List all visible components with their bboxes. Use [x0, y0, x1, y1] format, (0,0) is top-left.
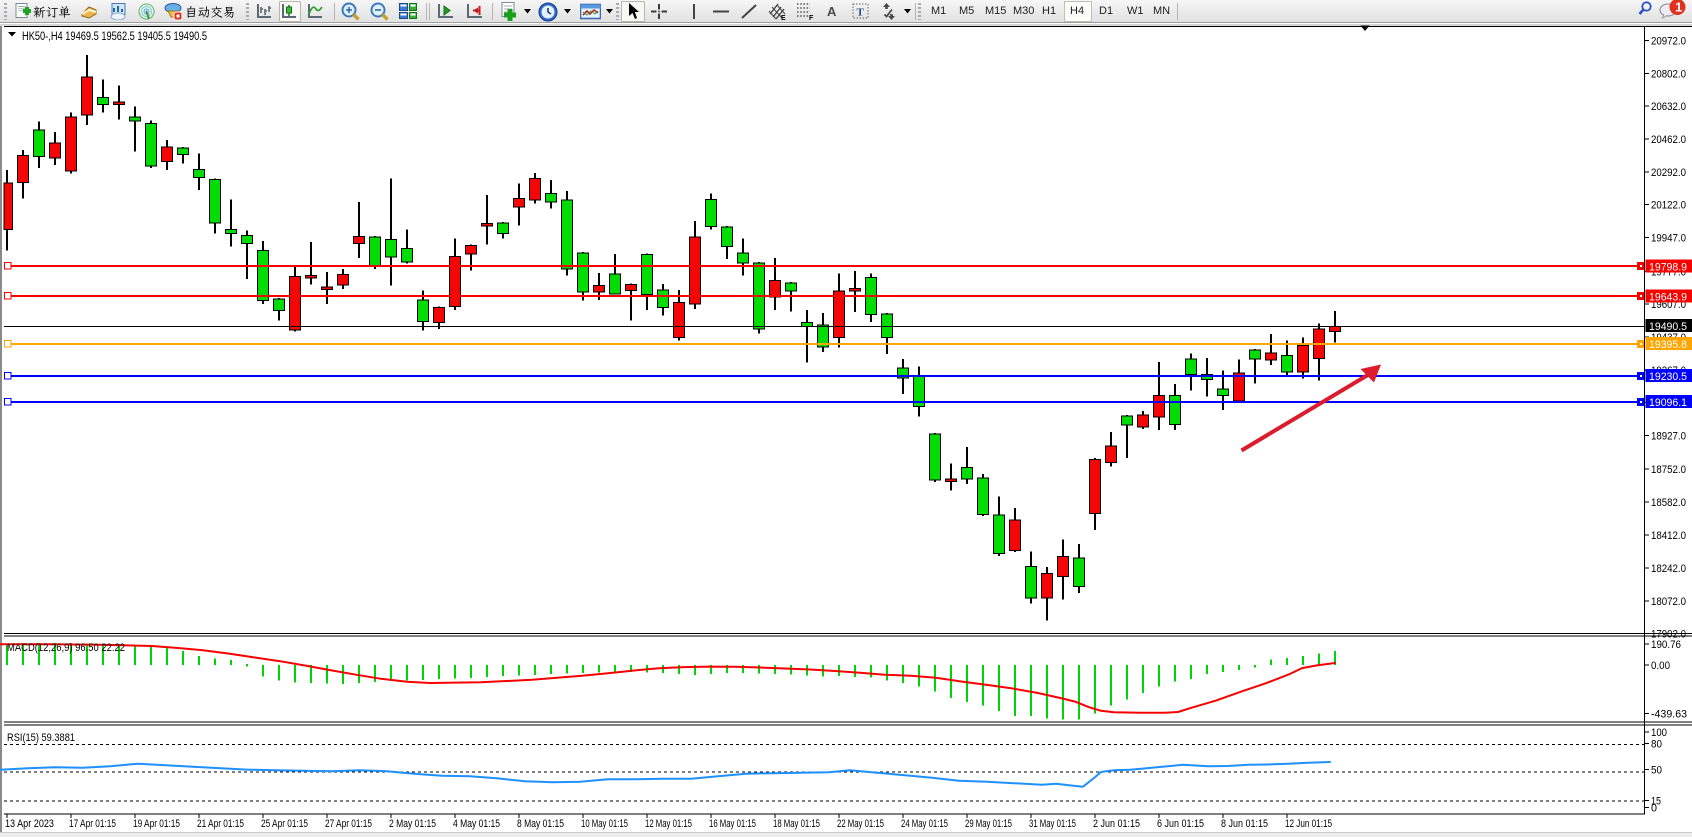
- svg-text:19798.9: 19798.9: [1649, 262, 1687, 274]
- svg-text:4 May 01:15: 4 May 01:15: [453, 818, 500, 830]
- svg-text:25 Apr 01:15: 25 Apr 01:15: [261, 818, 308, 830]
- svg-text:19395.8: 19395.8: [1649, 339, 1687, 351]
- svg-text:13 Apr 2023: 13 Apr 2023: [5, 818, 54, 830]
- svg-text:19490.5: 19490.5: [1649, 321, 1687, 333]
- svg-text:19643.9: 19643.9: [1649, 292, 1687, 304]
- svg-text:29 May 01:15: 29 May 01:15: [965, 818, 1012, 830]
- svg-text:24 May 01:15: 24 May 01:15: [901, 818, 948, 830]
- svg-text:18 May 01:15: 18 May 01:15: [773, 818, 820, 830]
- svg-text:1: 1: [1675, 0, 1682, 15]
- svg-text:16 May 01:15: 16 May 01:15: [709, 818, 756, 830]
- svg-text:20122.0: 20122.0: [1651, 200, 1686, 212]
- svg-text:E: E: [781, 15, 786, 22]
- svg-text:T: T: [857, 7, 865, 19]
- svg-text:0.00: 0.00: [1651, 660, 1670, 672]
- svg-text:21 Apr 01:15: 21 Apr 01:15: [197, 818, 244, 830]
- svg-text:17 Apr 01:15: 17 Apr 01:15: [69, 818, 116, 830]
- svg-text:31 May 01:15: 31 May 01:15: [1029, 818, 1076, 830]
- svg-text:19947.0: 19947.0: [1651, 233, 1686, 245]
- svg-text:18927.0: 18927.0: [1651, 431, 1686, 443]
- svg-text:-439.63: -439.63: [1651, 709, 1687, 721]
- svg-text:12 May 01:15: 12 May 01:15: [645, 818, 692, 830]
- svg-text:19 Apr 01:15: 19 Apr 01:15: [133, 818, 180, 830]
- svg-text:190.76: 190.76: [1651, 639, 1681, 651]
- svg-text:2 Jun 01:15: 2 Jun 01:15: [1093, 818, 1140, 830]
- svg-text:80: 80: [1651, 739, 1662, 751]
- svg-text:18412.0: 18412.0: [1651, 530, 1686, 542]
- svg-text:MACD(12,26,9) 96.50 22.22: MACD(12,26,9) 96.50 22.22: [7, 642, 125, 654]
- svg-text:18752.0: 18752.0: [1651, 464, 1686, 476]
- svg-text:18072.0: 18072.0: [1651, 596, 1686, 608]
- svg-text:18582.0: 18582.0: [1651, 497, 1686, 509]
- svg-text:19096.1: 19096.1: [1649, 397, 1687, 409]
- svg-text:18242.0: 18242.0: [1651, 563, 1686, 575]
- svg-text:15: 15: [1651, 796, 1661, 808]
- svg-text:20292.0: 20292.0: [1651, 167, 1686, 179]
- svg-text:20802.0: 20802.0: [1651, 68, 1686, 80]
- svg-text:17902.0: 17902.0: [1651, 629, 1686, 641]
- svg-text:19230.5: 19230.5: [1649, 371, 1687, 383]
- svg-text:22 May 01:15: 22 May 01:15: [837, 818, 884, 830]
- svg-text:20972.0: 20972.0: [1651, 36, 1686, 48]
- svg-text:8 Jun 01:15: 8 Jun 01:15: [1221, 818, 1268, 830]
- svg-text:50: 50: [1651, 765, 1662, 777]
- svg-text:2 May 01:15: 2 May 01:15: [389, 818, 436, 830]
- svg-text:12 Jun 01:15: 12 Jun 01:15: [1285, 818, 1332, 830]
- svg-text:RSI(15) 59.3881: RSI(15) 59.3881: [7, 732, 75, 744]
- svg-text:8 May 01:15: 8 May 01:15: [517, 818, 564, 830]
- svg-text:27 Apr 01:15: 27 Apr 01:15: [325, 818, 372, 830]
- svg-text:6 Jun 01:15: 6 Jun 01:15: [1157, 818, 1204, 830]
- svg-text:10 May 01:15: 10 May 01:15: [581, 818, 628, 830]
- svg-text:0: 0: [1651, 803, 1657, 815]
- svg-text:20632.0: 20632.0: [1651, 101, 1686, 113]
- svg-text:HK50-,H4 19469.5 19562.5 1940: HK50-,H4 19469.5 19562.5 19405.5 19490.5: [22, 31, 207, 43]
- svg-text:100: 100: [1651, 727, 1667, 739]
- svg-text:F: F: [809, 15, 814, 22]
- svg-text:20462.0: 20462.0: [1651, 134, 1686, 146]
